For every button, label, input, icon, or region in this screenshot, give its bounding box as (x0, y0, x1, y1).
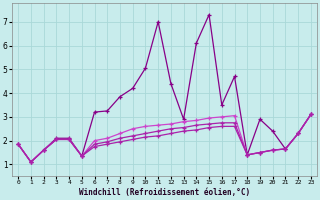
X-axis label: Windchill (Refroidissement éolien,°C): Windchill (Refroidissement éolien,°C) (79, 188, 250, 197)
